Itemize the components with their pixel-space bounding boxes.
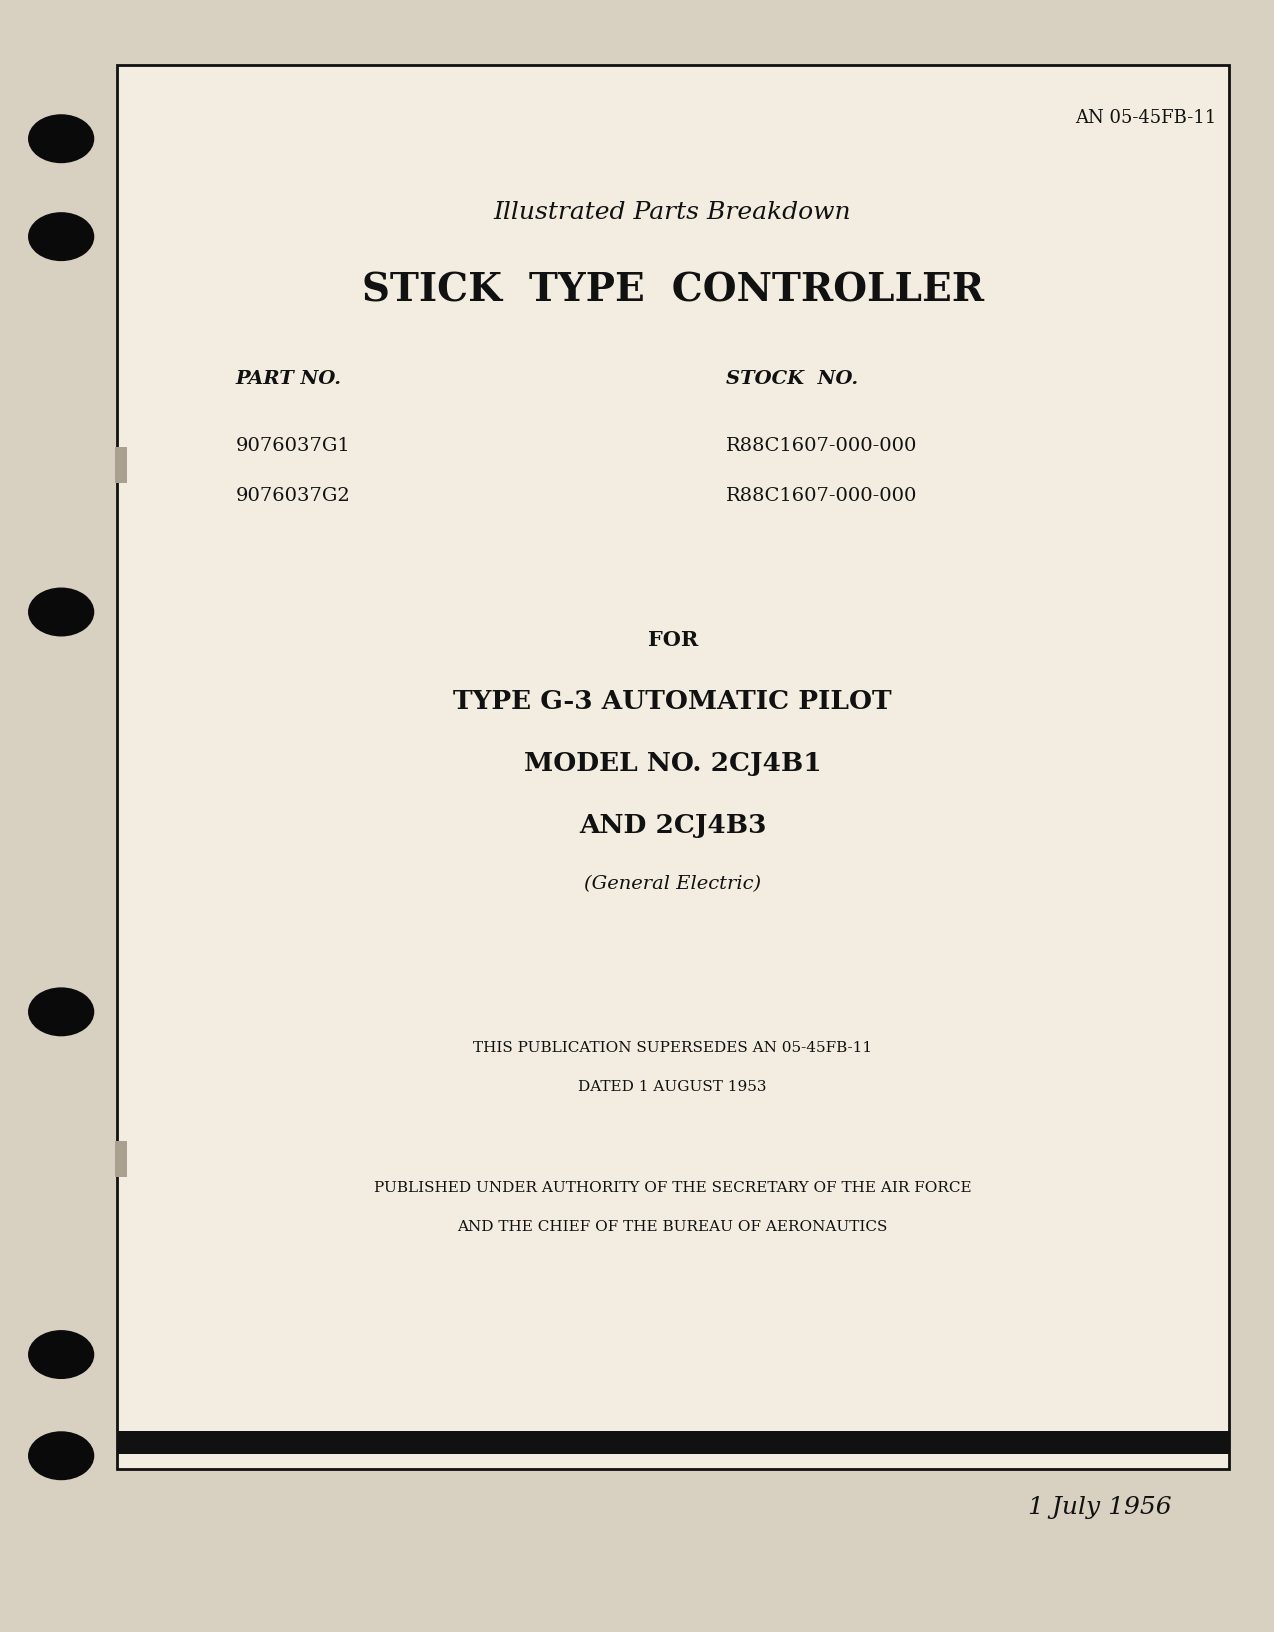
Text: (General Electric): (General Electric) — [583, 875, 762, 894]
Text: 1 July 1956: 1 July 1956 — [1028, 1497, 1172, 1519]
Text: THIS PUBLICATION SUPERSEDES AN 05-45FB-11: THIS PUBLICATION SUPERSEDES AN 05-45FB-1… — [473, 1041, 873, 1054]
Text: R88C1607-000-000: R88C1607-000-000 — [726, 486, 917, 506]
Text: DATED 1 AUGUST 1953: DATED 1 AUGUST 1953 — [578, 1080, 767, 1093]
Text: 9076037G1: 9076037G1 — [236, 436, 350, 455]
Text: AND 2CJ4B3: AND 2CJ4B3 — [578, 813, 767, 839]
Text: Illustrated Parts Breakdown: Illustrated Parts Breakdown — [494, 201, 851, 224]
Text: STICK  TYPE  CONTROLLER: STICK TYPE CONTROLLER — [362, 271, 984, 310]
Text: PUBLISHED UNDER AUTHORITY OF THE SECRETARY OF THE AIR FORCE: PUBLISHED UNDER AUTHORITY OF THE SECRETA… — [373, 1182, 972, 1195]
Text: AN 05-45FB-11: AN 05-45FB-11 — [1075, 108, 1217, 127]
Text: AND THE CHIEF OF THE BUREAU OF AERONAUTICS: AND THE CHIEF OF THE BUREAU OF AERONAUTI… — [457, 1221, 888, 1234]
Text: PART NO.: PART NO. — [236, 369, 341, 388]
Text: MODEL NO. 2CJ4B1: MODEL NO. 2CJ4B1 — [524, 751, 822, 777]
Text: TYPE G-3 AUTOMATIC PILOT: TYPE G-3 AUTOMATIC PILOT — [454, 689, 892, 715]
Text: R88C1607-000-000: R88C1607-000-000 — [726, 436, 917, 455]
Text: FOR: FOR — [647, 630, 698, 650]
Text: STOCK  NO.: STOCK NO. — [726, 369, 859, 388]
Text: 9076037G2: 9076037G2 — [236, 486, 350, 506]
